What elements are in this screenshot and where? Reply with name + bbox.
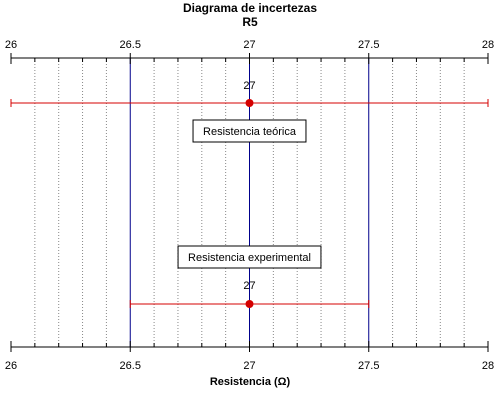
- tick-label-top: 28: [482, 39, 494, 51]
- annotation-text: Resistencia teórica: [203, 126, 297, 138]
- annotation-box: Resistencia teórica: [193, 120, 306, 142]
- chart-title: Diagrama de incertezas: [183, 1, 317, 15]
- annotation-box: Resistencia experimental: [178, 246, 321, 268]
- tick-label-bottom: 28: [482, 360, 494, 372]
- tick-label-bottom: 26.5: [120, 360, 141, 372]
- data-point: [246, 300, 254, 308]
- chart-subtitle: R5: [242, 15, 258, 29]
- x-axis-label: Resistencia (Ω): [210, 376, 291, 388]
- tick-label-top: 27.5: [358, 39, 379, 51]
- tick-label-top: 26: [5, 39, 17, 51]
- annotation-text: Resistencia experimental: [188, 252, 311, 264]
- data-value-label: 27: [243, 280, 255, 292]
- tick-label-top: 26.5: [120, 39, 141, 51]
- data-point: [246, 99, 254, 107]
- tick-label-bottom: 27: [243, 360, 255, 372]
- tick-label-bottom: 27.5: [358, 360, 379, 372]
- data-value-label: 27: [243, 80, 255, 92]
- tick-label-top: 27: [243, 39, 255, 51]
- tick-label-bottom: 26: [5, 360, 17, 372]
